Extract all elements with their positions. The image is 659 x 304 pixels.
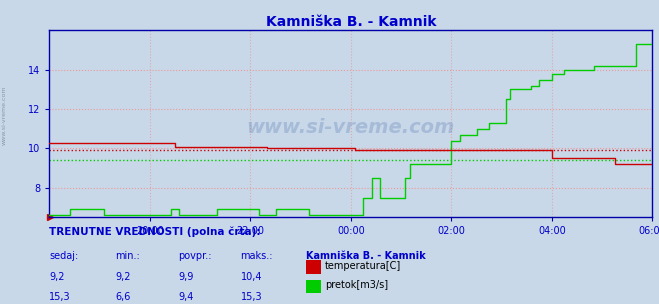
Text: www.si-vreme.com: www.si-vreme.com [2, 86, 7, 145]
Text: povpr.:: povpr.: [178, 251, 212, 261]
Text: sedaj:: sedaj: [49, 251, 78, 261]
Text: 9,9: 9,9 [178, 272, 193, 282]
Title: Kamniška B. - Kamnik: Kamniška B. - Kamnik [266, 15, 436, 29]
Text: pretok[m3/s]: pretok[m3/s] [325, 280, 388, 290]
Text: 9,2: 9,2 [49, 272, 65, 282]
Text: Kamniška B. - Kamnik: Kamniška B. - Kamnik [306, 251, 426, 261]
Text: min.:: min.: [115, 251, 140, 261]
Text: TRENUTNE VREDNOSTI (polna črta):: TRENUTNE VREDNOSTI (polna črta): [49, 226, 261, 237]
Text: 15,3: 15,3 [241, 292, 262, 302]
Text: maks.:: maks.: [241, 251, 273, 261]
Text: www.si-vreme.com: www.si-vreme.com [246, 118, 455, 137]
Text: 6,6: 6,6 [115, 292, 130, 302]
Text: 15,3: 15,3 [49, 292, 71, 302]
Text: 10,4: 10,4 [241, 272, 262, 282]
Text: 9,2: 9,2 [115, 272, 131, 282]
Text: temperatura[C]: temperatura[C] [325, 261, 401, 271]
Text: 9,4: 9,4 [178, 292, 193, 302]
